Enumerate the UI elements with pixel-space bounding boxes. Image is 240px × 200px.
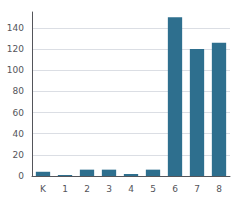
svg-text:140: 140 bbox=[7, 23, 24, 33]
svg-text:2: 2 bbox=[84, 184, 90, 194]
svg-text:4: 4 bbox=[128, 184, 134, 194]
svg-text:7: 7 bbox=[194, 184, 200, 194]
svg-text:8: 8 bbox=[216, 184, 222, 194]
svg-text:40: 40 bbox=[13, 129, 25, 139]
svg-text:K: K bbox=[40, 184, 47, 194]
svg-text:3: 3 bbox=[106, 184, 112, 194]
svg-text:20: 20 bbox=[13, 150, 25, 160]
svg-text:5: 5 bbox=[150, 184, 156, 194]
svg-text:0: 0 bbox=[18, 171, 24, 181]
svg-text:120: 120 bbox=[7, 44, 24, 54]
svg-text:100: 100 bbox=[7, 65, 24, 75]
svg-text:60: 60 bbox=[13, 108, 25, 118]
svg-text:80: 80 bbox=[13, 86, 25, 96]
svg-text:6: 6 bbox=[172, 184, 178, 194]
svg-text:1: 1 bbox=[62, 184, 68, 194]
